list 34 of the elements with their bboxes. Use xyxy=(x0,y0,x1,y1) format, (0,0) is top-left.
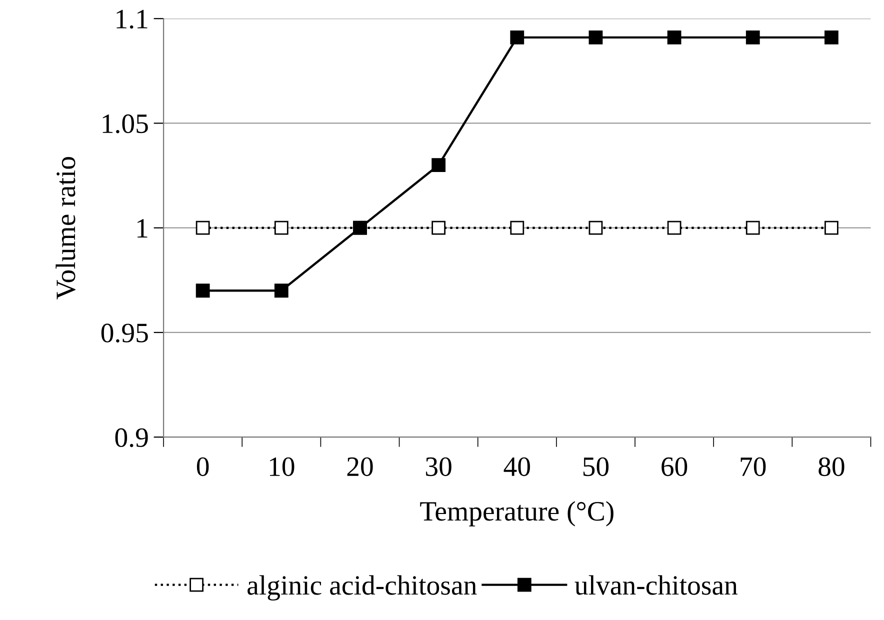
y-tick-label: 1.1 xyxy=(116,10,148,29)
point xyxy=(588,30,603,44)
x-tick-label: 20 xyxy=(347,457,373,476)
legend-label: alginic acid-chitosan xyxy=(248,575,477,601)
point xyxy=(824,30,838,44)
y-tick-label: 1 xyxy=(138,219,148,238)
point xyxy=(746,30,760,44)
x-tick-label: 50 xyxy=(583,457,609,476)
point xyxy=(746,220,760,235)
x-tick-label: 40 xyxy=(504,457,530,476)
x-tick-label: 0 xyxy=(196,457,209,476)
x-axis-title: Temperature (°C) xyxy=(420,501,614,526)
point xyxy=(588,220,603,235)
point xyxy=(432,158,446,172)
y-axis-title: Volume ratio xyxy=(56,157,76,300)
y-tick-label: 0.9 xyxy=(115,428,148,448)
x-tick-label: 60 xyxy=(662,457,688,476)
point xyxy=(196,284,210,298)
point xyxy=(432,220,446,235)
point xyxy=(824,220,838,235)
point xyxy=(667,30,682,44)
x-tick-label: 10 xyxy=(270,457,294,476)
point xyxy=(274,220,288,235)
point xyxy=(510,220,524,235)
x-tick-label: 30 xyxy=(426,457,452,476)
y-tick-label: 0.95 xyxy=(101,324,148,343)
x-tick-label: 70 xyxy=(740,457,766,476)
point xyxy=(667,220,682,235)
x-tick-label: 80 xyxy=(818,457,844,476)
point xyxy=(274,284,288,298)
y-tick-label: 1.05 xyxy=(102,114,148,134)
point xyxy=(510,30,524,44)
point xyxy=(196,220,210,235)
legend-label: ulvan-chitosan xyxy=(574,575,738,595)
